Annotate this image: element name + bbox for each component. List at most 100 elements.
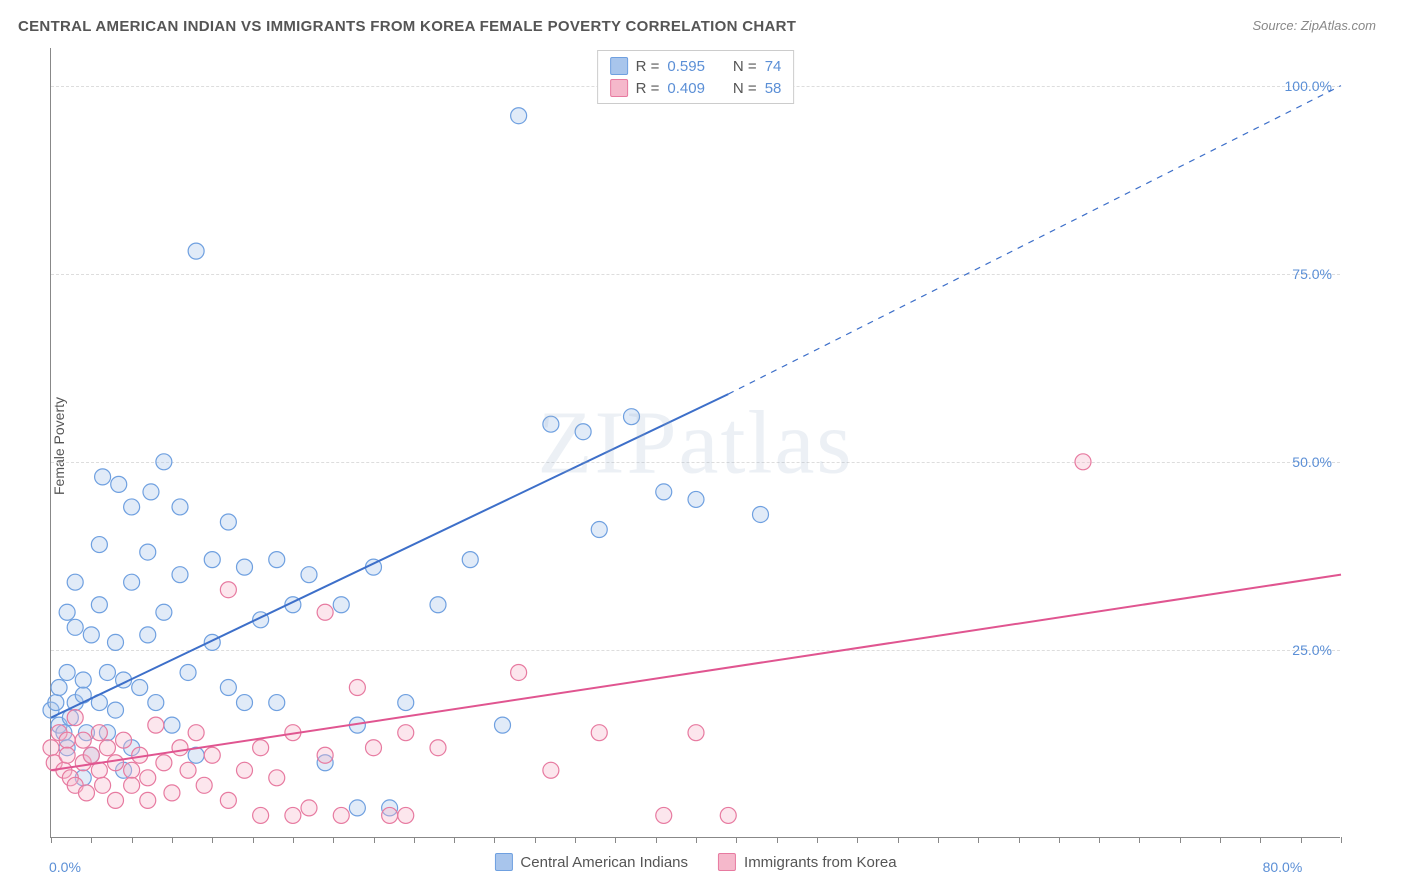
scatter-point xyxy=(148,717,164,733)
x-axis-min-label: 0.0% xyxy=(49,859,81,875)
scatter-point xyxy=(430,740,446,756)
stats-legend-row: R =0.409N =58 xyxy=(610,77,782,99)
legend-swatch xyxy=(494,853,512,871)
x-tick xyxy=(454,837,455,843)
scatter-point xyxy=(156,604,172,620)
source-attribution: Source: ZipAtlas.com xyxy=(1252,18,1376,33)
x-tick xyxy=(1099,837,1100,843)
scatter-point xyxy=(59,732,75,748)
scatter-point xyxy=(67,574,83,590)
scatter-point xyxy=(140,544,156,560)
scatter-point xyxy=(656,484,672,500)
scatter-point xyxy=(75,732,91,748)
scatter-point xyxy=(720,807,736,823)
scatter-point xyxy=(398,807,414,823)
scatter-point xyxy=(688,725,704,741)
scatter-point xyxy=(656,807,672,823)
scatter-point xyxy=(91,725,107,741)
scatter-point xyxy=(116,732,132,748)
scatter-point xyxy=(91,537,107,553)
scatter-point xyxy=(366,740,382,756)
chart-title: CENTRAL AMERICAN INDIAN VS IMMIGRANTS FR… xyxy=(18,18,796,35)
series-legend-item: Central American Indians xyxy=(494,853,688,871)
scatter-point xyxy=(253,807,269,823)
scatter-point xyxy=(575,424,591,440)
x-tick xyxy=(51,837,52,843)
scatter-point xyxy=(124,499,140,515)
scatter-point xyxy=(591,725,607,741)
x-tick xyxy=(1139,837,1140,843)
scatter-point xyxy=(51,680,67,696)
scatter-point xyxy=(688,491,704,507)
n-value: 58 xyxy=(765,80,782,97)
scatter-point xyxy=(108,755,124,771)
x-tick xyxy=(1301,837,1302,843)
plot-area: ZIPatlas R =0.595N =74R =0.409N =58 25.0… xyxy=(50,48,1340,838)
scatter-point xyxy=(172,567,188,583)
scatter-point xyxy=(124,762,140,778)
scatter-point xyxy=(140,627,156,643)
scatter-point xyxy=(43,740,59,756)
scatter-point xyxy=(78,785,94,801)
scatter-point xyxy=(59,664,75,680)
legend-swatch xyxy=(718,853,736,871)
scatter-point xyxy=(317,747,333,763)
x-tick xyxy=(494,837,495,843)
scatter-point xyxy=(301,567,317,583)
scatter-point xyxy=(237,762,253,778)
x-tick xyxy=(212,837,213,843)
scatter-point xyxy=(624,409,640,425)
x-tick xyxy=(1180,837,1181,843)
scatter-point xyxy=(204,747,220,763)
scatter-point xyxy=(140,770,156,786)
scatter-point xyxy=(333,807,349,823)
x-tick xyxy=(1341,837,1342,843)
scatter-point xyxy=(132,680,148,696)
scatter-point xyxy=(543,416,559,432)
scatter-point xyxy=(143,484,159,500)
scatter-point xyxy=(430,597,446,613)
scatter-point xyxy=(237,695,253,711)
x-tick xyxy=(253,837,254,843)
scatter-point xyxy=(59,747,75,763)
scatter-point xyxy=(99,664,115,680)
scatter-point xyxy=(75,687,91,703)
scatter-point xyxy=(196,777,212,793)
x-tick xyxy=(898,837,899,843)
x-tick xyxy=(91,837,92,843)
scatter-point xyxy=(511,664,527,680)
scatter-point xyxy=(95,777,111,793)
x-tick xyxy=(696,837,697,843)
stats-legend-row: R =0.595N =74 xyxy=(610,55,782,77)
r-label: R = xyxy=(636,58,660,75)
chart-svg xyxy=(51,48,1340,837)
scatter-point xyxy=(172,740,188,756)
scatter-point xyxy=(753,506,769,522)
x-tick xyxy=(1260,837,1261,843)
scatter-point xyxy=(220,582,236,598)
scatter-point xyxy=(48,695,64,711)
scatter-point xyxy=(1075,454,1091,470)
scatter-point xyxy=(75,672,91,688)
scatter-point xyxy=(220,680,236,696)
scatter-point xyxy=(124,777,140,793)
x-tick xyxy=(615,837,616,843)
n-value: 74 xyxy=(765,58,782,75)
scatter-point xyxy=(220,514,236,530)
scatter-point xyxy=(124,574,140,590)
n-label: N = xyxy=(733,80,757,97)
scatter-point xyxy=(164,717,180,733)
series-label: Immigrants from Korea xyxy=(744,854,897,871)
x-tick xyxy=(857,837,858,843)
scatter-point xyxy=(83,627,99,643)
scatter-point xyxy=(253,740,269,756)
x-tick xyxy=(535,837,536,843)
scatter-point xyxy=(188,725,204,741)
legend-swatch xyxy=(610,57,628,75)
scatter-point xyxy=(99,740,115,756)
trend-line-extrapolated xyxy=(728,86,1341,394)
scatter-point xyxy=(83,747,99,763)
scatter-point xyxy=(188,243,204,259)
scatter-point xyxy=(511,108,527,124)
scatter-point xyxy=(349,680,365,696)
